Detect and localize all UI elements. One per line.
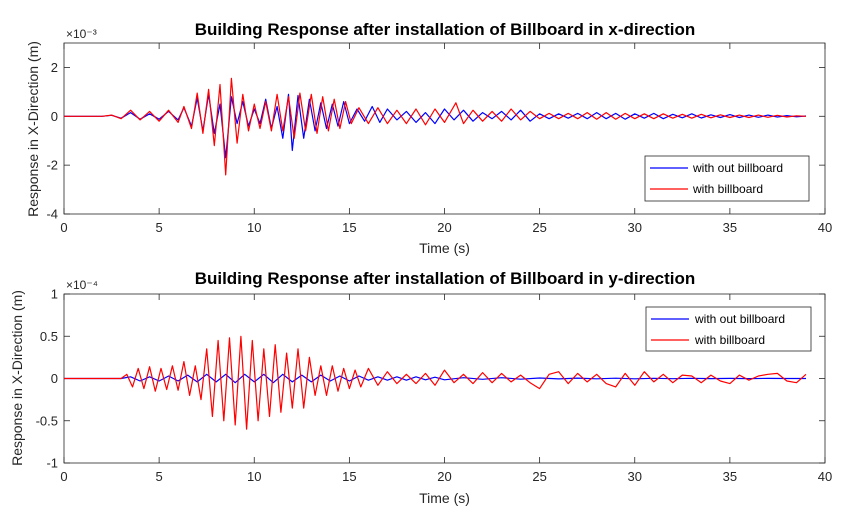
y-tick-label: -1 <box>46 456 58 471</box>
y-tick-label: 0.5 <box>40 329 58 344</box>
x-tick-label: 35 <box>723 220 737 235</box>
x-tick-label: 25 <box>532 220 546 235</box>
y-tick-label: 2 <box>51 60 58 75</box>
series-line <box>64 335 807 430</box>
axis-ticks: 0 5 10 15 20 25 30 35 40 -1 -0.5 0 0.5 1 <box>36 287 833 485</box>
x-tick-label: 25 <box>532 469 546 484</box>
series-lines <box>64 335 807 430</box>
x-tick-label: 20 <box>437 220 451 235</box>
chart-panel-y: Building Response after installation of … <box>9 269 832 506</box>
x-tick-label: 10 <box>247 220 261 235</box>
y-tick-label: 1 <box>51 287 58 302</box>
x-tick-label: 40 <box>818 220 832 235</box>
y-tick-label: 0 <box>51 109 58 124</box>
y-tick-label: 0 <box>51 371 58 386</box>
x-tick-label: 0 <box>60 469 67 484</box>
legend-box <box>645 306 812 352</box>
legend-entry: with billboard <box>692 182 763 196</box>
y-axis-label: Response in X-Direction (m) <box>9 290 25 466</box>
x-tick-label: 5 <box>156 469 163 484</box>
chart-title: Building Response after installation of … <box>195 269 696 288</box>
x-tick-label: 0 <box>60 220 67 235</box>
series-lines <box>64 77 807 176</box>
legend: with out billboard with billboard <box>644 155 810 202</box>
x-tick-label: 15 <box>342 469 356 484</box>
x-tick-label: 5 <box>156 220 163 235</box>
x-tick-label: 10 <box>247 469 261 484</box>
y-axis-exponent: ×10⁻³ <box>66 27 97 41</box>
y-axis-exponent: ×10⁻⁴ <box>66 278 98 292</box>
legend-entry: with out billboard <box>692 161 783 175</box>
series-line <box>64 93 807 159</box>
x-tick-label: 35 <box>723 469 737 484</box>
axis-ticks: 0 5 10 15 20 25 30 35 40 -4 -2 0 2 <box>46 43 832 235</box>
y-tick-label: -0.5 <box>36 413 58 428</box>
x-tick-label: 20 <box>437 469 451 484</box>
y-tick-label: -4 <box>46 207 58 222</box>
legend: with out billboard with billboard <box>645 306 812 352</box>
x-tick-label: 30 <box>628 220 642 235</box>
x-tick-label: 15 <box>342 220 356 235</box>
legend-entry: with out billboard <box>694 312 785 326</box>
x-tick-label: 30 <box>628 469 642 484</box>
y-tick-label: -2 <box>46 158 58 173</box>
legend-box <box>644 155 810 202</box>
x-axis-label: Time (s) <box>419 490 470 506</box>
series-line <box>64 77 807 176</box>
chart-panel-x: Building Response after installation of … <box>25 20 832 256</box>
x-tick-label: 40 <box>818 469 832 484</box>
x-axis-label: Time (s) <box>419 240 470 256</box>
legend-entry: with billboard <box>694 333 765 347</box>
series-line <box>64 373 806 384</box>
chart-title: Building Response after installation of … <box>195 20 696 39</box>
y-axis-label: Response in X-Direction (m) <box>25 41 41 217</box>
